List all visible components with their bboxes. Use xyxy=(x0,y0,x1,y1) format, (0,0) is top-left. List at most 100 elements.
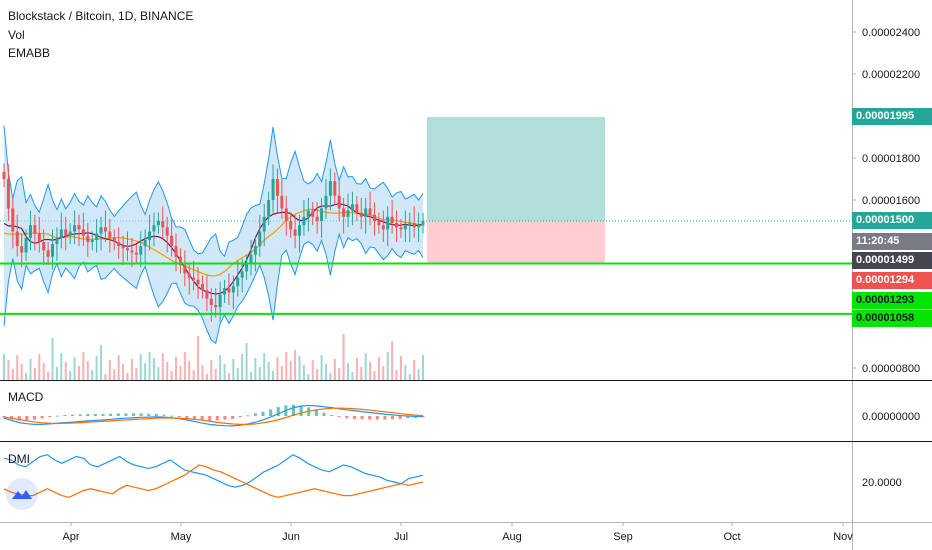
volume-bar xyxy=(307,374,310,380)
macd-histogram-bar xyxy=(276,407,280,416)
macd-histogram-bar xyxy=(375,416,379,420)
volume-bar xyxy=(33,368,36,380)
candle-body xyxy=(302,216,306,226)
candle-body xyxy=(231,286,235,293)
macd-histogram-bar xyxy=(406,416,410,419)
dmi-tick-label: 20.0000 xyxy=(862,477,902,489)
volume-bar xyxy=(294,350,297,380)
macd-histogram-bar xyxy=(368,416,372,420)
ema-legend: EMABB xyxy=(8,46,51,60)
volume-bar xyxy=(3,354,5,380)
time-tick-label: Nov xyxy=(833,531,853,543)
volume-bar xyxy=(214,369,217,380)
candle-body xyxy=(218,294,222,308)
volume-bar xyxy=(188,361,191,380)
candle-body xyxy=(377,221,381,226)
candle-body xyxy=(390,216,394,224)
candle-body xyxy=(2,171,6,179)
candle-body xyxy=(209,298,213,305)
volume-bar xyxy=(86,361,89,380)
macd-histogram-bar xyxy=(208,416,212,421)
volume-bar xyxy=(316,369,319,380)
macd-histogram-bar xyxy=(299,405,303,416)
candle-body xyxy=(33,225,37,234)
volume-bar xyxy=(60,353,63,380)
volume-bar xyxy=(152,358,155,380)
macd-histogram-bar xyxy=(78,414,82,416)
candle-body xyxy=(245,263,249,272)
candle-body xyxy=(139,246,143,255)
candle-body xyxy=(112,237,116,242)
candle-body xyxy=(421,221,425,226)
bollinger-upper xyxy=(3,125,424,258)
volume-bar xyxy=(130,359,133,380)
volume-bar xyxy=(272,371,275,380)
macd-histogram-bar xyxy=(170,415,174,417)
macd-histogram-bar xyxy=(398,416,402,419)
volume-bar xyxy=(342,334,345,380)
candle-body xyxy=(103,227,107,232)
candle-body xyxy=(125,248,129,251)
candle-body xyxy=(20,246,24,253)
candle-body xyxy=(267,200,271,217)
candle-body xyxy=(324,195,328,209)
candle-body xyxy=(350,204,354,211)
macd-histogram-bar xyxy=(337,416,341,417)
candle-body xyxy=(183,265,187,274)
macd-histogram-bar xyxy=(154,414,158,416)
candle-body xyxy=(249,254,253,263)
volume-bar xyxy=(408,374,411,380)
volume-bar xyxy=(205,374,208,380)
macd-histogram-bar xyxy=(147,413,151,416)
bollinger-band xyxy=(4,125,423,344)
candle-body xyxy=(178,256,182,266)
candle-body xyxy=(311,210,315,217)
volume-bar xyxy=(20,364,23,380)
macd-histogram-bar xyxy=(291,404,295,416)
candle-body xyxy=(333,181,337,196)
macd-histogram-bar xyxy=(215,416,219,421)
volume-bar xyxy=(276,357,279,380)
candle-body xyxy=(86,235,90,242)
stop-price-label: 0.00001294 xyxy=(852,272,932,289)
volume-bar xyxy=(117,355,120,380)
volume-bar xyxy=(422,355,424,380)
volume-bar xyxy=(55,367,58,380)
candle-body xyxy=(117,242,121,247)
time-tick-label: Apr xyxy=(62,531,79,543)
volume-bar xyxy=(7,360,10,380)
candle-body xyxy=(59,229,63,238)
macd-histogram-bar xyxy=(314,410,318,416)
volume-bar xyxy=(395,370,398,380)
volume-bar xyxy=(219,355,222,380)
volume-bar xyxy=(148,352,151,380)
entry-price-label: 0.00001500 xyxy=(852,212,932,229)
candle-body xyxy=(236,277,240,287)
candle-body xyxy=(130,250,134,253)
volume-bar xyxy=(122,364,125,380)
candle-body xyxy=(320,208,324,221)
macd-histogram-bar xyxy=(231,416,235,419)
candle-body xyxy=(95,233,99,240)
macd-histogram-bar xyxy=(55,415,59,417)
support2-price-label: 0.00001058 xyxy=(852,310,932,327)
volume-bar xyxy=(69,371,72,380)
macd-histogram-bar xyxy=(116,413,120,416)
volume-bar xyxy=(338,368,341,380)
volume-bar xyxy=(347,363,350,380)
candle-body xyxy=(42,242,46,251)
candle-body xyxy=(143,239,147,247)
volume-bar xyxy=(144,363,147,380)
volume-bar xyxy=(320,355,323,380)
volume-bar xyxy=(192,370,195,380)
macd-histogram-bar xyxy=(124,413,128,416)
macd-histogram-bar xyxy=(101,414,105,416)
macd-histogram-bar xyxy=(322,412,326,416)
macd-histogram-bar xyxy=(261,411,265,416)
candle-body xyxy=(73,225,77,232)
volume-bar xyxy=(369,362,372,380)
candle-body xyxy=(275,179,279,196)
tradingview-logo-icon[interactable] xyxy=(6,478,38,510)
candle-body xyxy=(24,237,28,253)
